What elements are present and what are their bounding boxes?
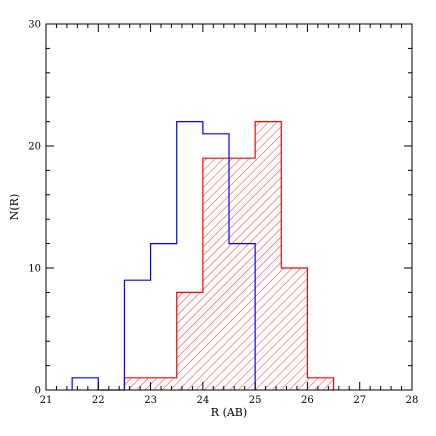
x-tick-label: 28 <box>406 395 419 406</box>
x-tick-label: 26 <box>301 395 314 406</box>
hatched-bar-4 <box>229 158 256 390</box>
y-tick-label: 10 <box>28 264 41 275</box>
x-tick-label: 24 <box>196 395 209 406</box>
plot-frame <box>45 23 413 391</box>
x-tick-label: 25 <box>249 395 262 406</box>
hatched-bar-3 <box>202 158 229 390</box>
x-axis-title: R (AB) <box>211 406 247 419</box>
y-tick-label: 20 <box>28 142 41 153</box>
hatched-bar-7 <box>307 377 334 390</box>
x-tick-label: 21 <box>40 395 53 406</box>
x-tick-label: 22 <box>92 395 105 406</box>
hatched-bar-6 <box>281 268 308 390</box>
hatched-bar-5 <box>255 121 282 390</box>
hatched-bar-1 <box>150 377 177 390</box>
hatched-bar-2 <box>176 292 203 390</box>
hatched-bar-0 <box>124 377 151 390</box>
step-outline-hatched <box>123 121 335 390</box>
x-tick-label: 27 <box>353 395 366 406</box>
tick-layer <box>45 23 413 391</box>
series-hatched <box>123 121 335 390</box>
y-tick-label: 30 <box>28 20 41 31</box>
series-layer <box>71 121 335 391</box>
y-tick-label: 0 <box>35 386 41 397</box>
y-axis-title: N(R) <box>8 194 21 221</box>
x-tick-label: 23 <box>144 395 157 406</box>
label-layer: 21 22 23 24 25 26 27 28 0 10 20 30 <box>28 20 418 407</box>
